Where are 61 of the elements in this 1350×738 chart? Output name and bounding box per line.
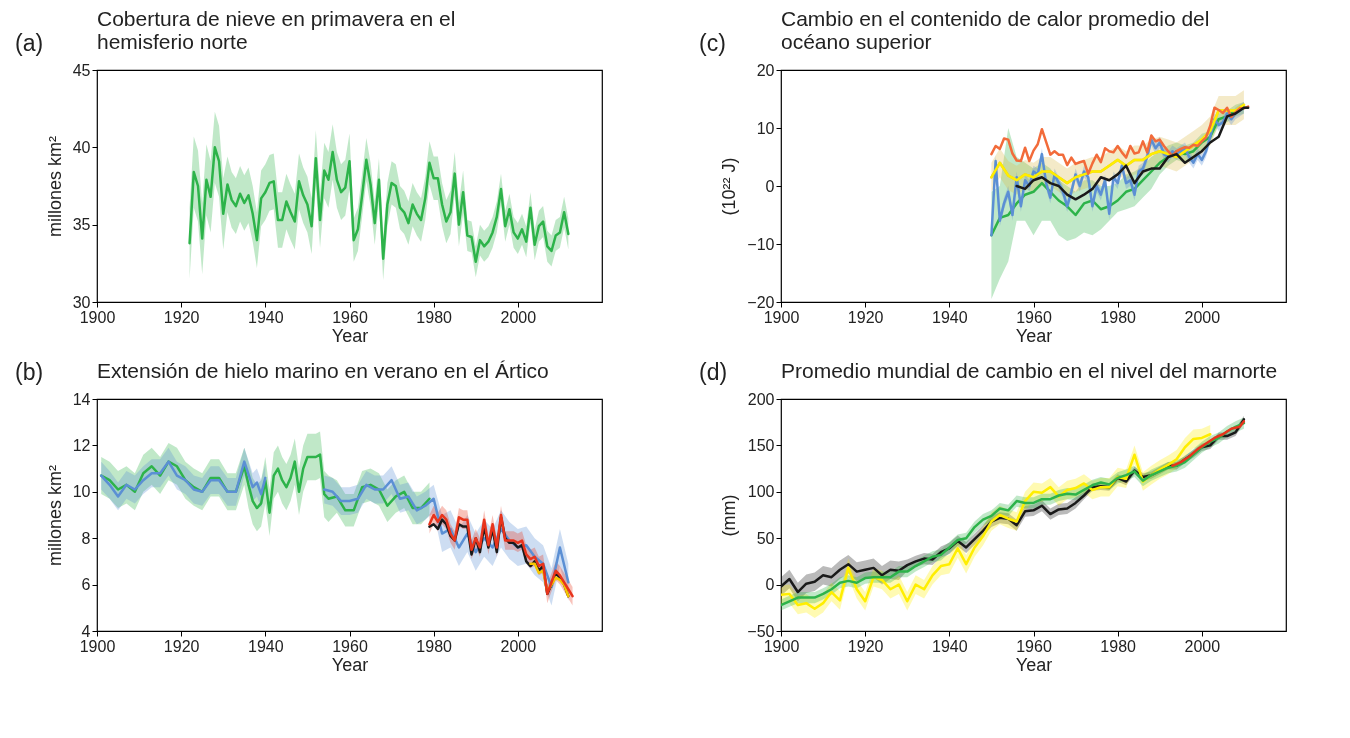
y-axis-title: (mm) (719, 494, 740, 537)
x-tick-label: 1980 (416, 637, 453, 655)
y-tick-label: −20 (747, 293, 775, 311)
y-tick-label: 200 (747, 390, 775, 408)
y-tick-label: 4 (81, 622, 91, 640)
x-tick-label: 1900 (79, 637, 116, 655)
x-tick-label: 1980 (1100, 308, 1137, 326)
y-tick-label: 0 (765, 177, 775, 195)
chart-title: Promedio mundial de cambio en el nivel del marnorte (781, 359, 1278, 382)
x-tick-label: 1940 (932, 308, 968, 326)
y-tick-label: 30 (72, 293, 91, 311)
text: (b) (15, 359, 44, 385)
chart-title: Cambio en el contenido de calor promedio del océano superior (781, 7, 1210, 53)
x-tick-label: 1920 (163, 308, 200, 326)
y-tick-label: 50 (756, 529, 775, 547)
x-tick-label: 1920 (163, 637, 200, 655)
x-tick-label: 1940 (932, 637, 968, 655)
y-tick-label: 8 (81, 529, 91, 547)
chart-title: Extensión de hielo marino en verano en el Ártico (97, 359, 549, 382)
text: (a) (15, 30, 44, 56)
x-axis-title: Year (331, 325, 369, 346)
chart-title: Cobertura de nieve en primavera en el hemisferio norte (97, 7, 456, 53)
y-tick-label: 150 (747, 436, 775, 454)
x-tick-label: 1920 (847, 308, 884, 326)
x-tick-label: 1980 (416, 308, 453, 326)
y-tick-label: 12 (72, 436, 91, 454)
x-tick-label: 1900 (79, 308, 116, 326)
y-tick-label: 14 (72, 390, 91, 408)
y-tick-label: 100 (747, 483, 775, 501)
x-axis-title: Year (1015, 325, 1053, 346)
y-axis-title: millones km² (44, 135, 65, 238)
y-tick-label: 20 (756, 61, 775, 79)
x-tick-label: 1920 (847, 637, 884, 655)
x-tick-label: 1960 (1016, 637, 1052, 655)
text: (c) (699, 30, 726, 56)
x-tick-label: 2000 (1184, 308, 1221, 326)
y-axis-title: (10²² J) (719, 157, 740, 216)
x-tick-label: 1960 (332, 308, 368, 326)
x-tick-label: 2000 (500, 308, 537, 326)
x-axis-title: Year (331, 654, 369, 675)
y-tick-label: 0 (765, 576, 775, 594)
x-axis-title: Year (1015, 654, 1053, 675)
x-tick-label: 1960 (1016, 308, 1052, 326)
x-tick-label: 2000 (500, 637, 537, 655)
y-tick-label: −50 (747, 622, 775, 640)
y-tick-label: 10 (756, 119, 775, 137)
x-tick-label: 2000 (1184, 637, 1221, 655)
x-tick-label: 1940 (248, 308, 284, 326)
y-axis-title: millones km² (44, 464, 65, 567)
y-tick-label: 10 (72, 483, 91, 501)
x-tick-label: 1940 (248, 637, 284, 655)
y-tick-label: −10 (747, 235, 775, 253)
y-tick-label: 35 (72, 216, 91, 234)
x-tick-label: 1900 (763, 637, 800, 655)
y-tick-label: 45 (72, 61, 91, 79)
y-tick-label: 40 (72, 138, 91, 156)
y-tick-label: 6 (81, 576, 91, 594)
x-tick-label: 1900 (763, 308, 800, 326)
x-tick-label: 1980 (1100, 637, 1137, 655)
text: (d) (699, 359, 728, 385)
x-tick-label: 1960 (332, 637, 368, 655)
